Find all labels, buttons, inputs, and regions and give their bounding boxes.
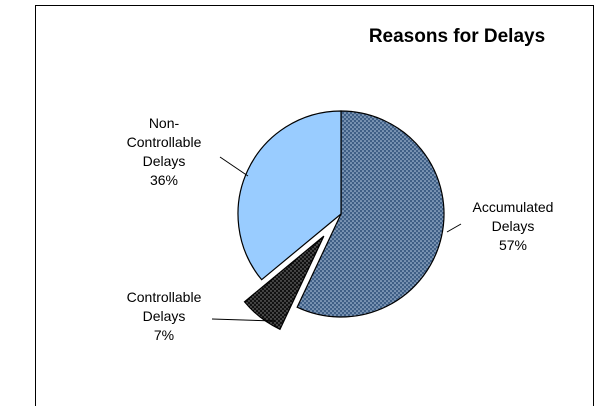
chart-border xyxy=(35,5,594,406)
leader-lines xyxy=(211,156,462,322)
data-label: Accumulated Delays 57% xyxy=(473,199,554,253)
leader-line xyxy=(211,318,276,322)
pie-slice-non-controllable-delays xyxy=(237,110,342,281)
leader-line xyxy=(446,223,462,233)
data-label-line: 7% xyxy=(154,327,174,343)
chart-title: Reasons for Delays xyxy=(369,26,545,47)
data-label-line: Delays xyxy=(492,218,535,234)
data-label-line: Delays xyxy=(143,308,186,324)
data-label-line: Non- xyxy=(149,115,180,131)
pie-slice-controllable-delays xyxy=(243,235,325,331)
pie-slice-accumulated-delays xyxy=(296,110,445,318)
leader-line xyxy=(219,156,249,177)
data-label-line: 57% xyxy=(499,237,527,253)
data-label-line: Accumulated xyxy=(473,199,554,215)
data-label-line: Controllable xyxy=(127,134,202,150)
data-labels: Accumulated Delays 57% Controllable Delays 7%… xyxy=(127,115,554,343)
data-label-line: Controllable xyxy=(127,289,202,305)
pie-slices xyxy=(237,110,445,331)
data-label-line: Delays xyxy=(143,153,186,169)
data-label: Controllable Delays 7% xyxy=(127,289,202,343)
data-label-line: 36% xyxy=(150,172,178,188)
data-label: Non- Controllable Delays 36% xyxy=(127,115,202,188)
